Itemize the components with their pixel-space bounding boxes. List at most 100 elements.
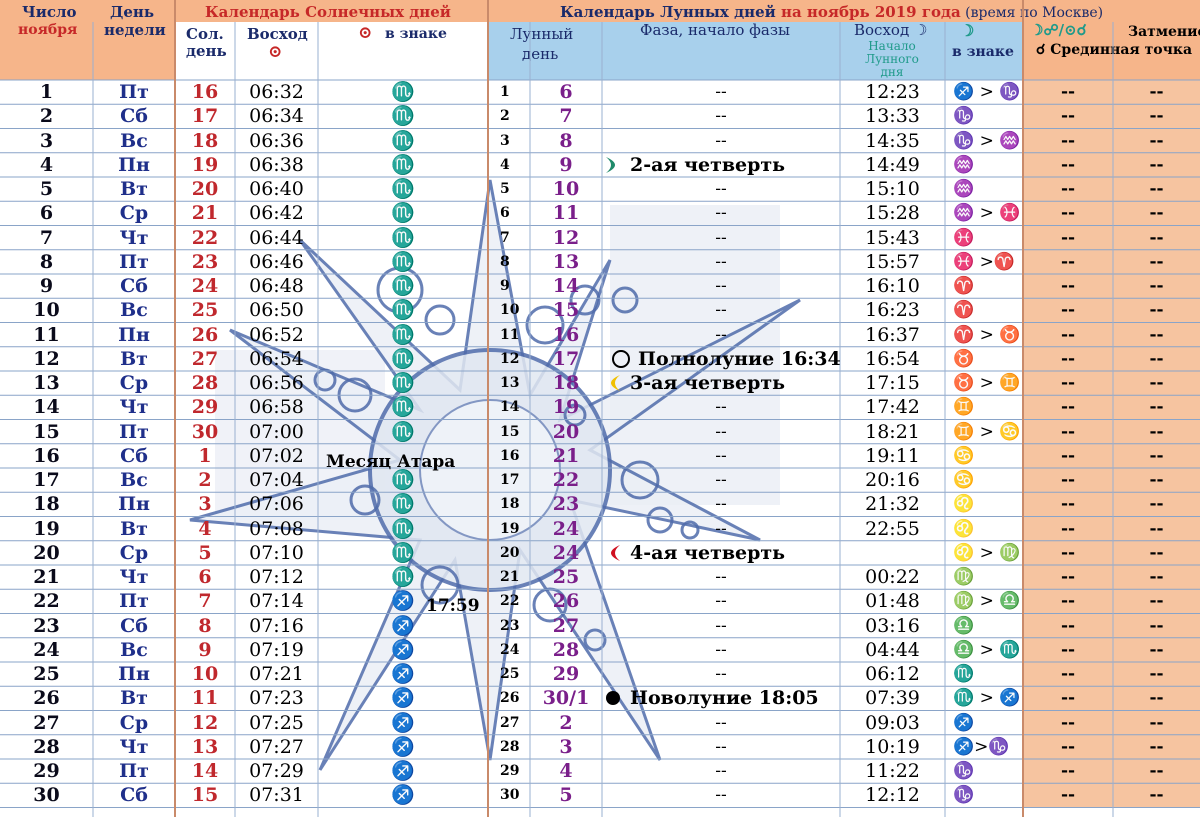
cell-e2: -- — [1149, 203, 1164, 224]
cell-phase: -- — [715, 664, 727, 684]
cell-phase: -- — [715, 518, 727, 539]
cell-lidx: 24 — [500, 641, 520, 658]
cell-dow: Ср — [119, 711, 149, 734]
cell-sign: ♏ — [391, 372, 415, 394]
header-moonrise: Восход ☽ — [854, 21, 928, 39]
cell-e1: -- — [1060, 324, 1076, 345]
cell-rise: 06:34 — [249, 105, 304, 128]
phase-label: 2-ая четверть — [630, 153, 786, 176]
cell-lidx: 22 — [500, 593, 520, 610]
cell-date: 17 — [33, 469, 60, 491]
table-row: 21 Чт 6 07:12 ♏ 21 25 -- 00:22 ♍ -- -- — [0, 565, 1200, 589]
cell-sday: 14 — [191, 760, 219, 782]
header-left-block — [0, 0, 175, 80]
cell-phase: -- — [715, 421, 727, 442]
cell-msign: ♈ — [953, 276, 975, 296]
cell-e2: -- — [1149, 518, 1164, 539]
cell-mrise: 16:54 — [865, 347, 920, 370]
cell-lday: 10 — [552, 178, 580, 200]
cell-date: 24 — [33, 638, 60, 661]
cell-dow: Сб — [120, 784, 148, 807]
cell-e2: -- — [1149, 276, 1164, 296]
cell-lday: 18 — [552, 372, 580, 394]
cell-sign: ♏ — [391, 517, 415, 540]
cell-msign: ♐ > ♑ — [953, 82, 1021, 102]
new-moon-icon — [606, 691, 620, 706]
cell-rise: 06:36 — [249, 129, 304, 152]
cell-e2: -- — [1149, 542, 1164, 563]
cell-e2: -- — [1149, 397, 1164, 418]
cell-msign: ♓ >♈ — [953, 251, 1015, 272]
cell-phase: -- — [715, 251, 727, 272]
cell-lidx: 10 — [500, 302, 520, 319]
cell-mrise: 16:37 — [865, 323, 920, 346]
cell-lday: 6 — [559, 81, 573, 103]
cell-e1: -- — [1060, 106, 1076, 127]
cell-lidx: 16 — [500, 447, 520, 464]
cell-sday: 4 — [198, 517, 212, 540]
cell-msign: ♋ — [953, 445, 975, 466]
cell-sday: 16 — [191, 81, 219, 103]
table-row: 4 Пн 19 06:38 ♏ 4 9 2-ая четверть 14:49 ♒ -- -- — [0, 153, 1200, 177]
header-lunar-sub-block — [488, 22, 1023, 80]
cell-date: 6 — [39, 202, 54, 225]
cell-e2: -- — [1149, 106, 1164, 127]
cell-lidx: 5 — [500, 181, 510, 197]
cell-lday: 9 — [559, 153, 573, 176]
cell-sday: 18 — [191, 129, 219, 152]
cell-phase: 4-ая четверть — [602, 541, 840, 565]
cell-msign: ♒ — [953, 179, 975, 199]
header-eclipse-label: Затмение — [1128, 24, 1200, 40]
cell-e1: -- — [1060, 421, 1076, 442]
cell-lday: 15 — [552, 299, 580, 322]
cell-phase: 3-ая четверть — [602, 371, 840, 395]
cell-sday: 2 — [198, 469, 212, 491]
cell-lidx: 8 — [500, 253, 510, 270]
cell-lidx: 23 — [500, 617, 520, 634]
table-row: 22 Пт 7 07:14 ♐ 22 26 -- 01:48 ♍ > ♎ -- -- — [0, 589, 1200, 613]
cell-lday: 17 — [552, 347, 580, 370]
cell-msign: ♏ > ♐ — [953, 688, 1021, 709]
cell-date: 29 — [33, 760, 60, 782]
header-solar-sub-block — [175, 22, 488, 80]
cell-dow: Вт — [120, 517, 148, 540]
cell-date: 12 — [33, 347, 60, 370]
cell-e2: -- — [1149, 736, 1164, 757]
cell-phase: -- — [715, 324, 727, 345]
cell-e1: -- — [1060, 82, 1076, 102]
cell-sday: 7 — [198, 590, 212, 613]
cell-date: 23 — [33, 614, 60, 637]
cell-phase: Новолуние 18:05 — [602, 686, 840, 710]
cell-date: 1 — [39, 81, 54, 103]
cell-sday: 26 — [191, 323, 219, 346]
sun-ingress-time: 17:59 — [426, 596, 480, 616]
cell-lidx: 1 — [500, 84, 510, 100]
cell-dow: Чт — [119, 735, 149, 758]
cell-date: 21 — [33, 566, 60, 588]
last-quarter-moon-icon — [611, 375, 620, 391]
cell-sign: ♐ — [391, 735, 415, 758]
cell-sign: ♏ — [391, 226, 415, 249]
cell-e2: -- — [1149, 251, 1164, 272]
cell-mrise: 20:16 — [865, 469, 920, 491]
table-row: 26 Вт 11 07:23 ♐ 26 30/1 Новолуние 18:05 07:39 ♏ … — [0, 686, 1200, 710]
cell-date: 26 — [33, 687, 60, 710]
cell-mrise: 11:22 — [865, 760, 920, 782]
cell-sday: 8 — [198, 614, 212, 637]
cell-msign: ♍ — [953, 567, 975, 587]
cell-e1: -- — [1060, 397, 1076, 418]
cell-mrise: 15:10 — [865, 178, 920, 200]
table-row: 29 Пт 14 07:29 ♐ 29 4 -- 11:22 ♑ -- -- — [0, 759, 1200, 783]
cell-e1: -- — [1060, 203, 1076, 224]
cell-e2: -- — [1149, 227, 1164, 248]
cell-msign: ♒ > ♓ — [953, 203, 1021, 224]
cell-msign: ♎ > ♏ — [953, 639, 1021, 660]
phase-label: 4-ая четверть — [630, 541, 786, 564]
cell-sign: ♐ — [391, 614, 415, 637]
cell-sday: 1 — [198, 444, 212, 467]
header-sunrise: Восход — [247, 25, 308, 43]
cell-lday: 3 — [559, 735, 573, 758]
header-sun-sign: в знаке — [385, 26, 447, 42]
cell-mrise: 14:49 — [865, 153, 920, 176]
cell-dow: Вт — [120, 178, 148, 200]
